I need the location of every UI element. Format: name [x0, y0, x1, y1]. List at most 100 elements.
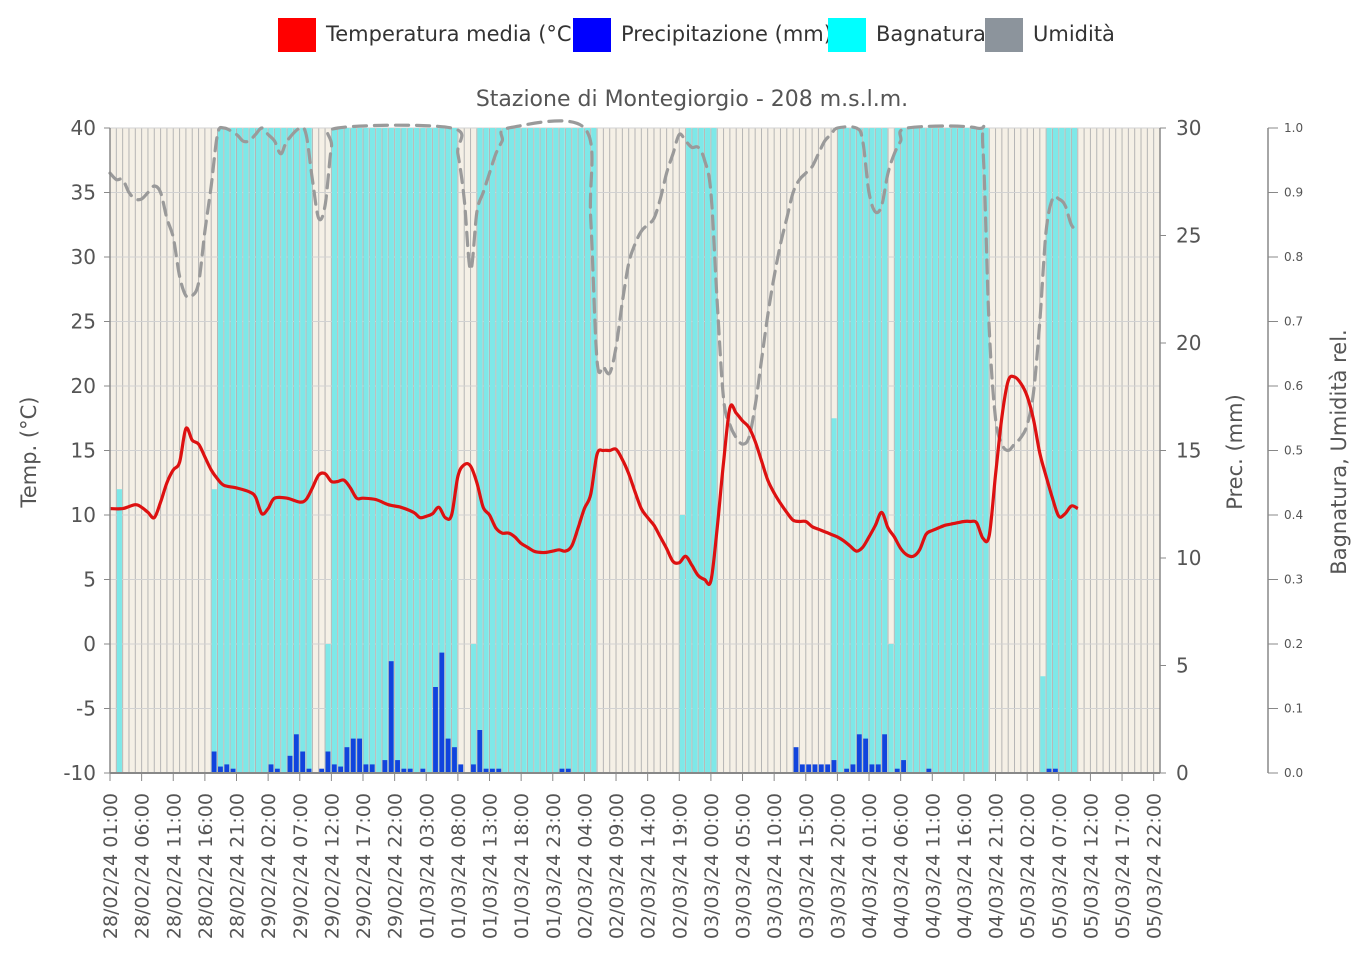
wetness-bar [932, 128, 938, 773]
rel-tick-label: 0.3 [1284, 573, 1303, 587]
wetness-bar [970, 128, 976, 773]
rel-tick-label: 0.2 [1284, 637, 1303, 651]
prec-tick-label: 10 [1176, 546, 1201, 570]
x-tick-label: 05/03/24 12:00 [1080, 793, 1102, 939]
wetness-bar [521, 128, 527, 773]
precipitation-bar [363, 764, 369, 773]
wetness-bar [553, 128, 559, 773]
x-tick-label: 29/02/24 07:00 [290, 793, 312, 939]
precipitation-bar [490, 768, 495, 773]
wetness-bar [382, 128, 388, 773]
prec-tick-label: 20 [1176, 331, 1201, 355]
wetness-bar [395, 128, 401, 773]
precipitation-bar [300, 751, 306, 773]
x-tick-label: 02/03/24 19:00 [669, 793, 691, 939]
wetness-bar [281, 128, 287, 773]
wetness-bar [698, 128, 704, 773]
wetness-bar [565, 128, 572, 773]
x-tick-label: 05/03/24 22:00 [1144, 793, 1166, 939]
wetness-bar [287, 128, 293, 773]
x-tick-label: 01/03/24 08:00 [448, 793, 470, 939]
wetness-bar [591, 128, 597, 773]
wetness-bar [274, 128, 281, 773]
wetness-bar [913, 128, 919, 773]
precipitation-bar [382, 760, 388, 773]
wetness-bar [293, 128, 300, 773]
precipitation-bar [439, 652, 445, 773]
rel-tick-label: 0.7 [1284, 315, 1303, 329]
precipitation-bar [882, 734, 888, 773]
x-tick-label: 03/03/24 20:00 [827, 793, 849, 939]
precipitation-bar [369, 764, 375, 773]
wetness-bar [1046, 128, 1052, 773]
precipitation-bar [230, 768, 236, 773]
humidity-line [108, 119, 1080, 453]
precipitation-bar [458, 764, 464, 773]
x-tick-label: 03/03/24 05:00 [733, 793, 755, 939]
temperature-series [109, 374, 1079, 587]
legend-label-humidity: Umidità [1033, 22, 1115, 46]
x-tick-label: 28/02/24 06:00 [132, 793, 154, 939]
precipitation-bar [338, 766, 344, 773]
prec-tick-label: 15 [1176, 439, 1201, 463]
precipitation-bar [1046, 768, 1052, 773]
wetness-bar [414, 128, 420, 773]
wetness-bar [686, 128, 692, 773]
temp-tick-label: 10 [71, 503, 96, 527]
x-tick-label: 05/03/24 17:00 [1112, 793, 1134, 939]
prec-axis-label: Prec. (mm) [1223, 394, 1247, 510]
prec-tick-label: 30 [1176, 116, 1201, 140]
precipitation-bar [483, 768, 489, 773]
x-tick-label: 29/02/24 17:00 [353, 793, 375, 939]
precipitation-bar [395, 760, 400, 773]
x-tick-label: 03/03/24 00:00 [701, 793, 723, 939]
precipitation-bar [268, 764, 274, 773]
precipitation-bar [806, 764, 812, 773]
wetness-bar [237, 128, 243, 773]
precipitation-bar [331, 764, 337, 773]
wetness-bar [471, 644, 477, 773]
precipitation-bar [350, 738, 356, 773]
precipitation-bar [856, 734, 862, 773]
precipitation-bar [325, 751, 331, 773]
precipitation-bar [799, 764, 805, 773]
x-tick-label: 03/03/24 15:00 [796, 793, 818, 939]
precipitation-bar [863, 738, 869, 773]
wetness-bar [376, 128, 382, 773]
precipitation-bar [224, 764, 230, 773]
precipitation-bar [875, 764, 881, 773]
legend-swatch-temperature [278, 18, 316, 52]
chart-legend: Temperatura media (°C) Precipitazione (m… [0, 14, 1352, 58]
x-tick-label: 03/03/24 10:00 [764, 793, 786, 939]
precipitation-bar [793, 747, 799, 773]
wetness-bar [433, 128, 439, 773]
wetness-bar [584, 128, 591, 773]
wetness-bar [445, 128, 451, 773]
wetness-bar [951, 128, 957, 773]
wetness-bar [850, 128, 856, 773]
wetness-bar [452, 128, 458, 773]
precipitation-bar [218, 766, 223, 773]
rel-axis-ticks: 0.0 0.1 0.2 0.3 0.4 0.5 0.6 0.7 0.8 0.9 1.0 [1268, 121, 1303, 780]
x-tick-label: 28/02/24 16:00 [195, 793, 217, 939]
wetness-bar [426, 128, 432, 773]
wetness-bar [983, 128, 989, 773]
prec-tick-label: 0 [1176, 761, 1189, 785]
x-tick-label: 02/03/24 09:00 [606, 793, 628, 939]
wetness-bar [907, 128, 913, 773]
wetness-bar [711, 128, 717, 773]
precipitation-bar [559, 768, 565, 773]
x-tick-label: 04/03/24 16:00 [954, 793, 976, 939]
precipitation-bar [401, 768, 407, 773]
wetness-bar [679, 515, 685, 773]
wetness-bar [255, 128, 262, 773]
rel-tick-label: 0.4 [1284, 508, 1303, 522]
precipitation-bar [818, 764, 824, 773]
wetness-bar [262, 128, 268, 773]
wetness-bar [1071, 128, 1078, 773]
wetness-bar [363, 128, 369, 773]
wetness-bar [218, 128, 224, 773]
rel-tick-label: 0.8 [1284, 250, 1303, 264]
wetness-bar [344, 128, 350, 773]
precipitation-bar [357, 738, 363, 773]
